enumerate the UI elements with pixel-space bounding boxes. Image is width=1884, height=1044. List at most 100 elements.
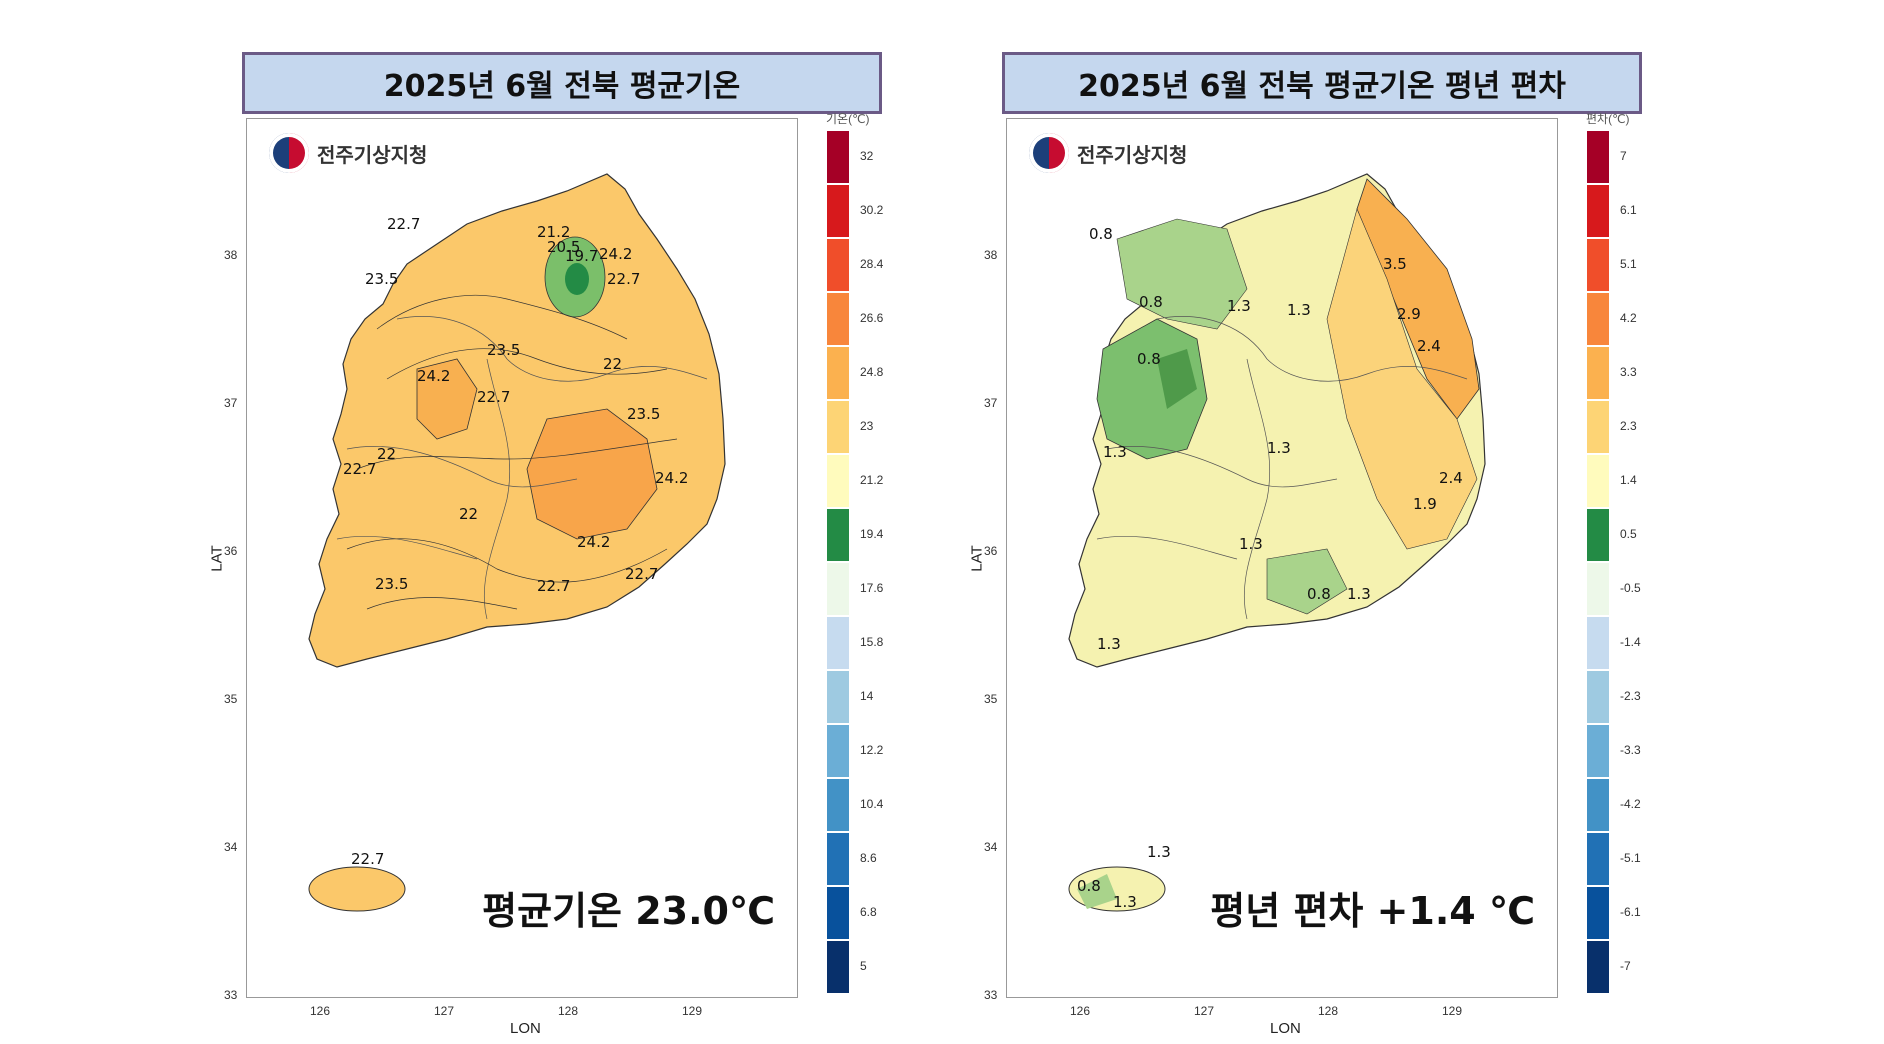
svg-text:1.3: 1.3 [1347,585,1371,603]
svg-text:1.3: 1.3 [1227,297,1251,315]
legend-label: 2.3 [1620,419,1637,433]
legend-label: 30.2 [860,203,884,217]
legend-swatch [826,940,850,994]
legend-label: 28.4 [860,257,884,271]
svg-text:1.3: 1.3 [1147,843,1171,861]
legend-label: 1.4 [1620,473,1637,487]
legend-label: 7 [1620,149,1627,163]
cool-spot-core [565,263,589,295]
kma-emblem-icon [1029,133,1069,173]
svg-text:0.8: 0.8 [1077,877,1101,895]
legend-swatch [1586,724,1610,778]
lon-tick: 128 [558,1004,579,1018]
svg-text:0.8: 0.8 [1137,350,1161,368]
legend-label: 26.6 [860,311,884,325]
legend-label: 24.8 [860,365,884,379]
legend-swatch [826,508,850,562]
contour-labels: 3.5 2.9 2.4 1.3 1.3 0.8 0.8 0.8 1.3 2.4 … [1077,225,1463,911]
logo-text: 전주기상지청 [1077,142,1188,167]
lat-tick: 37 [224,396,238,410]
legend-unit: 편차(℃) [1586,112,1630,126]
legend-label: 0.5 [1620,527,1637,541]
svg-text:1.3: 1.3 [1103,443,1127,461]
legend-label: -7 [1620,959,1631,973]
svg-text:23.5: 23.5 [627,405,660,423]
legend-swatch [1586,562,1610,616]
legend-label: 17.6 [860,581,884,595]
legend-swatch [1586,616,1610,670]
legend-label: -0.5 [1620,581,1641,595]
legend-swatch [1586,346,1610,400]
lon-tick: 126 [1070,1004,1091,1018]
map-frame: 3.5 2.9 2.4 1.3 1.3 0.8 0.8 0.8 1.3 2.4 … [1006,118,1558,998]
svg-text:1.3: 1.3 [1113,893,1137,911]
mild-band-east [1326,208,1478,550]
svg-text:21.2: 21.2 [537,223,570,241]
legend-label: 10.4 [860,797,884,811]
province-boundaries [1096,316,1468,620]
svg-text:0.8: 0.8 [1139,293,1163,311]
lat-tick: 33 [984,988,998,1002]
svg-text:22.7: 22.7 [477,388,510,406]
legend-swatch [826,562,850,616]
legend-label: 19.4 [860,527,884,541]
svg-text:22.7: 22.7 [537,577,570,595]
lat-tick: 36 [984,544,998,558]
hot-zone-southeast [526,408,658,540]
legend-swatch [1586,832,1610,886]
lat-tick: 38 [224,248,238,262]
kma-logo: 전주기상지청 [1029,133,1187,173]
legend-label: -5.1 [1620,851,1641,865]
legend-swatch [826,724,850,778]
legend-label: 15.8 [860,635,884,649]
svg-text:23.5: 23.5 [375,575,408,593]
legend-swatch [826,346,850,400]
legend-label: 6.1 [1620,203,1637,217]
y-axis-label: LAT [208,545,226,572]
legend-swatch [826,616,850,670]
svg-text:2.4: 2.4 [1439,469,1463,487]
hot-zone-west [416,358,478,440]
svg-text:2.9: 2.9 [1397,305,1421,323]
legend-label: -4.2 [1620,797,1641,811]
province-boundaries [336,316,708,620]
svg-text:22.7: 22.7 [607,270,640,288]
svg-text:1.3: 1.3 [1239,535,1263,553]
svg-text:22: 22 [603,355,622,373]
legend-label: 8.6 [860,851,877,865]
legend-label: -1.4 [1620,635,1641,649]
legend-label: 14 [860,689,874,703]
svg-text:24.2: 24.2 [599,245,632,263]
cool-zone-south [1266,548,1348,615]
legend-label: 5.1 [1620,257,1637,271]
color-legend [826,130,852,994]
lat-tick: 33 [224,988,238,1002]
legend-label: 5 [860,959,867,973]
legend-swatch [1586,778,1610,832]
lat-tick: 34 [224,840,238,854]
legend-swatch [1586,508,1610,562]
jeju-island [308,866,406,912]
map-frame: 22.7 23.5 21.2 20.5 19.7 24.2 22.7 22 23… [246,118,798,998]
color-legend [1586,130,1612,994]
svg-text:3.5: 3.5 [1383,255,1407,273]
legend-swatch [826,778,850,832]
svg-text:0.8: 0.8 [1307,585,1331,603]
lon-tick: 129 [1442,1004,1463,1018]
legend-swatch [1586,670,1610,724]
legend-swatch [826,454,850,508]
svg-text:24.2: 24.2 [655,469,688,487]
svg-text:22.7: 22.7 [387,215,420,233]
svg-text:19.7: 19.7 [565,247,598,265]
summary-value: 평년 편차 +1.4 ℃ [1210,889,1535,933]
svg-text:24.2: 24.2 [577,533,610,551]
average-temperature-panel: 2025년 6월 전북 평균기온 [209,0,930,1044]
svg-text:22.7: 22.7 [351,850,384,868]
lat-tick: 37 [984,396,998,410]
svg-text:23.5: 23.5 [487,341,520,359]
legend-label: 32 [860,149,874,163]
korea-temperature-map: 22.7 23.5 21.2 20.5 19.7 24.2 22.7 22 23… [308,173,726,912]
korea-mainland [308,173,726,668]
summary-value: 평균기온 23.0℃ [482,889,775,933]
legend-swatch [826,670,850,724]
